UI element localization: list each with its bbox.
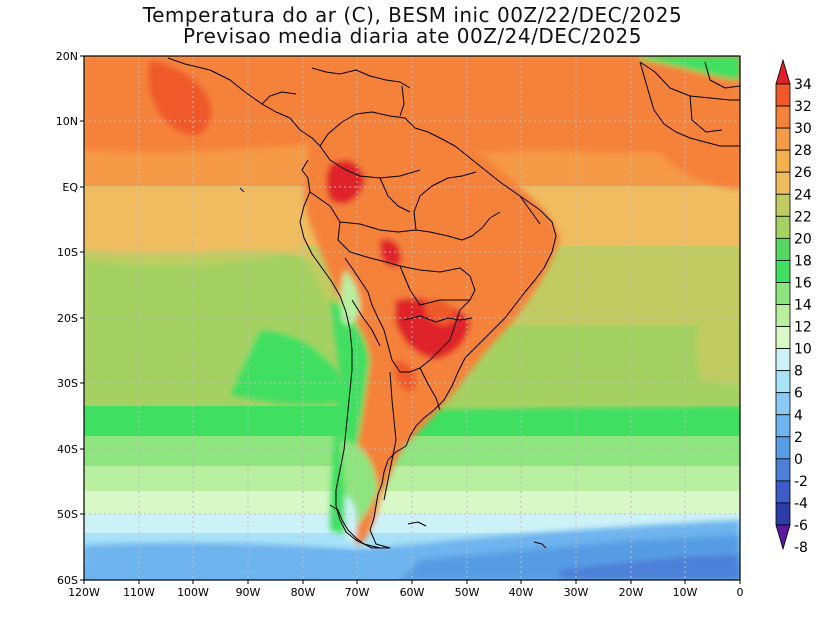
colorbar-label: 22 xyxy=(794,209,812,225)
colorbar-swatch xyxy=(775,105,791,129)
colorbar-label: 14 xyxy=(794,298,812,314)
colorbar-swatch xyxy=(775,149,791,173)
colorbar-label: 30 xyxy=(794,121,812,137)
graticule xyxy=(84,56,740,580)
colorbar-swatch xyxy=(775,348,791,372)
lon-labels: 120W 110W 100W 90W 80W 70W 60W 50W 40W 3… xyxy=(68,586,743,599)
lon-label: 20W xyxy=(619,586,644,599)
colorbar-label: 32 xyxy=(794,99,812,115)
lat-label: 20N xyxy=(56,50,78,63)
lon-ticks xyxy=(83,580,741,584)
lon-label: 70W xyxy=(345,586,370,599)
colorbar-label: 12 xyxy=(794,320,812,336)
colorbar-swatch xyxy=(775,282,791,305)
colorbar-swatch xyxy=(775,326,791,349)
colorbar-label: 4 xyxy=(794,408,803,424)
lat-label: 10N xyxy=(56,115,78,128)
lon-label: 60W xyxy=(400,586,425,599)
lon-label: 120W xyxy=(68,586,100,599)
colorbar-label: 6 xyxy=(794,386,803,402)
lat-label: 20S xyxy=(57,312,78,325)
colorbar-label: -4 xyxy=(794,496,808,512)
lat-label: 40S xyxy=(57,443,78,456)
south-america-field xyxy=(303,98,740,545)
colorbar-swatch xyxy=(775,127,791,151)
colorbar-swatch xyxy=(775,171,791,195)
colorbar-label: 18 xyxy=(794,253,812,269)
colorbar-swatch xyxy=(775,414,791,438)
colorbar-label: 16 xyxy=(794,275,812,291)
lat-label: 60S xyxy=(57,574,78,587)
colorbar-label: 10 xyxy=(794,342,812,358)
temperature-field xyxy=(84,56,740,580)
colorbar-label: 0 xyxy=(794,452,803,468)
colorbar-swatch xyxy=(775,304,791,327)
lon-label: 40W xyxy=(509,586,534,599)
lat-labels: 20N 10N EQ 10S 20S 30S 40S 50S 60S xyxy=(56,50,79,587)
coastlines xyxy=(167,57,740,549)
colorbar-swatch xyxy=(775,370,791,394)
lon-label: 100W xyxy=(177,586,209,599)
lat-label: 10S xyxy=(57,246,78,259)
colorbar-swatch xyxy=(775,502,791,526)
map-title-line2: Previsao media diaria ate 00Z/24/DEC/202… xyxy=(183,24,642,48)
colorbar-swatch xyxy=(775,193,791,217)
lon-label: 90W xyxy=(236,586,261,599)
colorbar-swatch xyxy=(775,436,791,460)
colorbar-top-arrow xyxy=(775,58,791,85)
lat-label: EQ xyxy=(62,181,78,194)
lon-label: 30W xyxy=(564,586,589,599)
lat-label: 30S xyxy=(57,377,78,390)
colorbar-label: 28 xyxy=(794,143,812,159)
colorbar-label: 2 xyxy=(794,430,803,446)
lon-label: 10W xyxy=(673,586,698,599)
lon-label: 80W xyxy=(291,586,316,599)
colorbar-swatch xyxy=(775,458,791,482)
colorbar-swatch xyxy=(775,237,791,261)
lon-label: 50W xyxy=(455,586,480,599)
lon-label: 0 xyxy=(737,586,744,599)
colorbar-label: 8 xyxy=(794,364,803,380)
colorbar-bottom-arrow xyxy=(775,524,791,551)
colorbar-label: 20 xyxy=(794,231,812,247)
map-title-line1: Temperatura do ar (C), BESM inic 00Z/22/… xyxy=(142,3,683,27)
colorbar-label: -6 xyxy=(794,518,808,534)
lon-label: 110W xyxy=(123,586,155,599)
colorbar-swatch xyxy=(775,480,791,504)
lat-ticks xyxy=(80,55,84,581)
colorbar-swatch xyxy=(775,215,791,239)
colorbar-swatch xyxy=(775,259,791,283)
colorbar-swatch xyxy=(775,392,791,416)
colorbar-label: -2 xyxy=(794,474,808,490)
colorbar-label: -8 xyxy=(794,540,808,556)
colorbar-label: 34 xyxy=(794,77,812,93)
colorbar-swatch xyxy=(775,83,791,107)
lat-label: 50S xyxy=(57,508,78,521)
colorbar-label: 26 xyxy=(794,165,812,181)
colorbar-label: 24 xyxy=(794,187,812,203)
